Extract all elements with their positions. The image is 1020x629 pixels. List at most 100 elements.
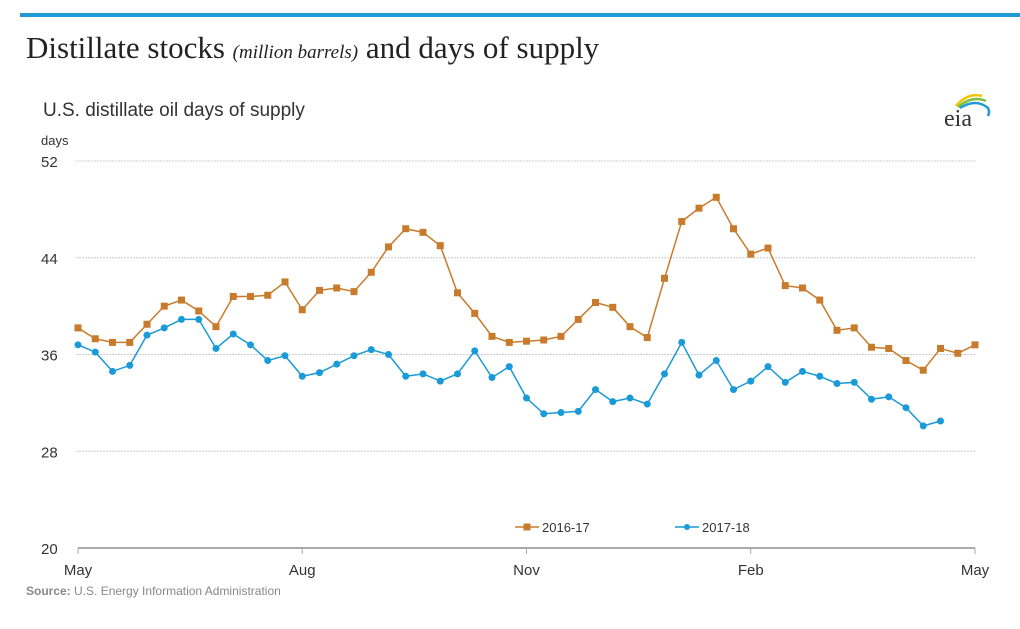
- title-unit: (million barrels): [232, 42, 359, 63]
- data-point: [730, 386, 737, 394]
- data-point: [264, 357, 272, 365]
- source-text: U.S. Energy Information Administration: [74, 584, 281, 598]
- data-point: [488, 373, 496, 381]
- data-point: [695, 204, 703, 212]
- data-point: [160, 302, 168, 310]
- eia-logo-text: eia: [944, 106, 972, 132]
- data-point: [229, 330, 237, 338]
- page-title: Distillate stocks (million barrels) and …: [26, 30, 599, 66]
- legend-label: 2017-18: [702, 520, 750, 535]
- data-point: [557, 332, 565, 340]
- data-point: [643, 334, 651, 342]
- data-point: [695, 371, 703, 379]
- legend-marker: [684, 524, 690, 530]
- data-point: [747, 250, 755, 258]
- series-2017-18: [74, 315, 944, 430]
- data-point: [160, 324, 168, 332]
- data-point: [385, 243, 392, 251]
- data-point: [91, 335, 99, 343]
- title-main: Distillate stocks: [26, 30, 225, 65]
- data-point: [730, 225, 737, 233]
- data-point: [678, 338, 686, 346]
- data-point: [609, 398, 617, 406]
- data-point: [436, 377, 444, 385]
- data-point: [574, 407, 582, 415]
- data-point: [833, 380, 841, 388]
- data-point: [178, 315, 185, 323]
- data-point: [385, 351, 392, 358]
- data-point: [523, 394, 530, 402]
- data-point: [799, 367, 806, 375]
- data-point: [471, 347, 479, 355]
- title-rest: and days of supply: [365, 30, 600, 65]
- data-point: [747, 377, 755, 385]
- data-point: [109, 338, 116, 346]
- data-point: [178, 296, 185, 304]
- source-note: Source: U.S. Energy Information Administ…: [26, 584, 281, 598]
- data-point: [74, 341, 82, 349]
- data-point: [350, 352, 358, 360]
- data-point: [540, 336, 548, 344]
- data-point: [712, 357, 720, 365]
- data-point: [954, 349, 962, 357]
- x-tick-label: Nov: [513, 562, 540, 579]
- data-point: [109, 367, 116, 375]
- data-point: [350, 288, 358, 296]
- series-2016-17: [74, 193, 979, 374]
- x-tick-label: May: [961, 562, 990, 579]
- data-point: [126, 338, 134, 346]
- data-point: [781, 282, 789, 290]
- data-point: [557, 409, 565, 417]
- data-point: [919, 422, 927, 430]
- data-point: [298, 372, 306, 380]
- legend-marker: [523, 523, 531, 531]
- data-point: [316, 286, 323, 294]
- data-point: [781, 378, 789, 386]
- data-point: [367, 346, 375, 354]
- data-point: [195, 307, 203, 315]
- data-point: [264, 291, 272, 299]
- source-label: Source:: [26, 584, 71, 598]
- data-point: [764, 244, 772, 252]
- data-point: [626, 323, 634, 331]
- data-point: [402, 372, 410, 380]
- data-point: [678, 217, 686, 225]
- data-point: [885, 393, 893, 401]
- data-point: [661, 274, 668, 282]
- data-point: [143, 331, 151, 339]
- data-point: [764, 363, 772, 371]
- data-point: [126, 361, 134, 369]
- data-point: [419, 228, 427, 236]
- data-point: [316, 369, 323, 377]
- data-point: [488, 332, 496, 340]
- y-tick-label: 52: [41, 154, 58, 171]
- y-tick-label: 44: [41, 251, 58, 268]
- data-point: [247, 292, 254, 300]
- data-point: [919, 366, 927, 374]
- x-tick-label: May: [64, 562, 93, 579]
- data-point: [937, 417, 944, 425]
- series-line: [77, 318, 941, 427]
- data-point: [816, 372, 824, 380]
- data-point: [91, 348, 99, 356]
- data-point: [505, 338, 513, 346]
- data-point: [436, 242, 444, 250]
- data-point: [850, 378, 858, 386]
- x-tick-label: Aug: [289, 562, 316, 579]
- data-point: [74, 324, 82, 332]
- data-point: [885, 344, 893, 352]
- data-point: [816, 296, 824, 304]
- data-point: [643, 400, 651, 408]
- data-point: [592, 386, 599, 394]
- data-point: [850, 324, 858, 332]
- data-point: [712, 193, 720, 201]
- data-point: [281, 278, 289, 286]
- eia-logo: eia: [938, 88, 998, 132]
- data-point: [333, 284, 341, 292]
- data-point: [402, 225, 410, 233]
- data-point: [868, 343, 875, 351]
- data-point: [247, 341, 254, 349]
- data-point: [143, 320, 151, 328]
- x-tick-label: Feb: [738, 562, 764, 579]
